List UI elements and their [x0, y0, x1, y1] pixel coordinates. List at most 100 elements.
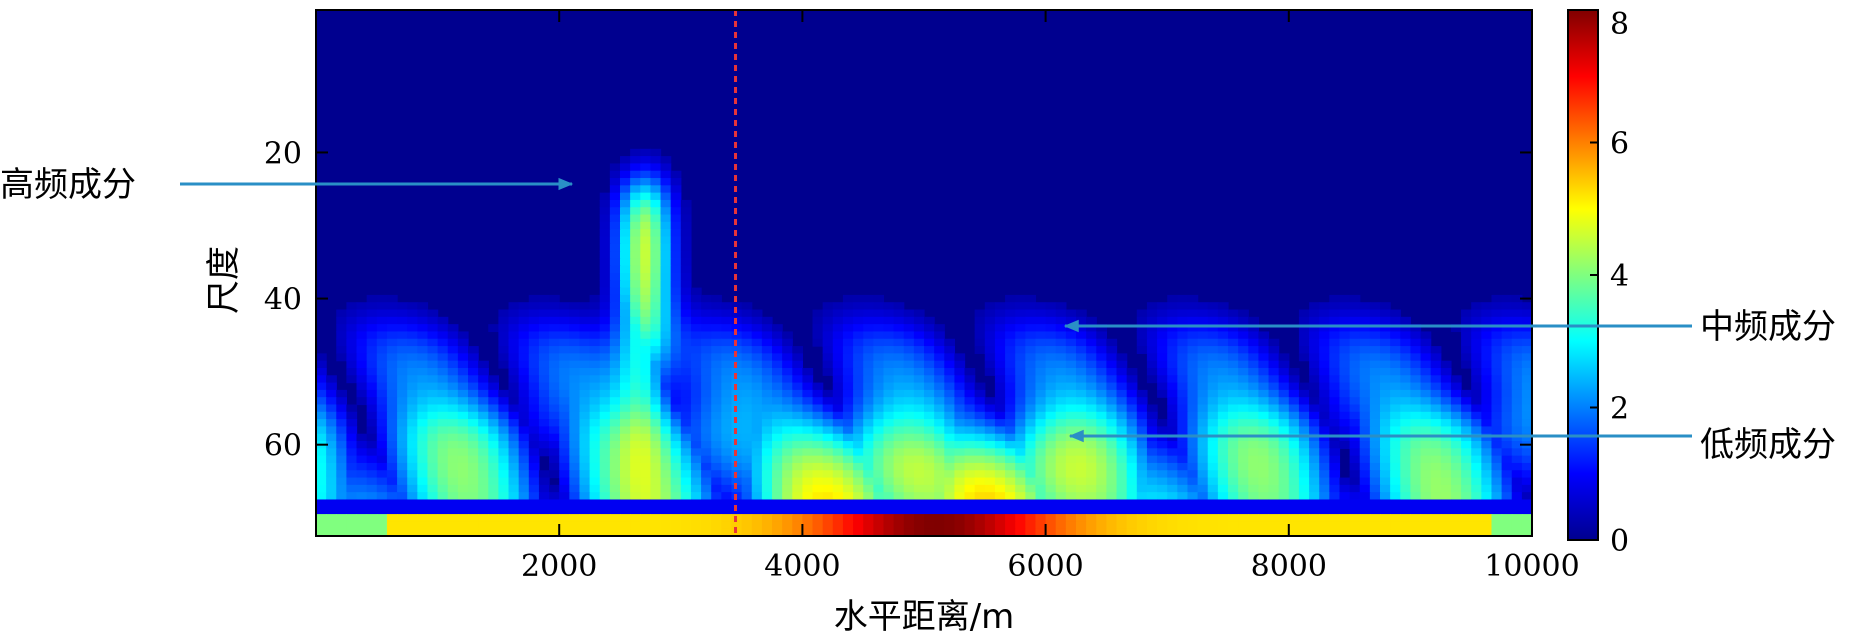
heatmap-cell [1369, 521, 1381, 530]
heatmap-cell [1511, 462, 1523, 471]
heatmap-cell [407, 477, 418, 486]
heatmap-cell [1136, 455, 1148, 464]
heatmap-cell [579, 382, 591, 391]
heatmap-cell [356, 521, 368, 530]
heatmap-cell [640, 251, 651, 259]
heatmap-cell [670, 470, 682, 479]
heatmap-cell [1309, 484, 1320, 493]
heatmap-cell [498, 309, 510, 318]
heatmap-cell [1217, 499, 1229, 508]
heatmap-cell [903, 499, 915, 508]
heatmap-cell [1521, 360, 1532, 369]
heatmap-cell [407, 375, 418, 384]
heatmap-cell [873, 506, 885, 515]
heatmap-cell [376, 389, 388, 398]
heatmap-cell [1359, 419, 1371, 428]
heatmap-cell [954, 528, 966, 536]
heatmap-cell [1005, 382, 1016, 391]
heatmap-cell [731, 389, 743, 398]
heatmap-cell [1116, 506, 1128, 515]
heatmap-cell [1096, 441, 1107, 449]
heatmap-cell [1319, 514, 1330, 522]
heatmap-cell [690, 302, 702, 311]
heatmap-cell [376, 419, 388, 428]
heatmap-cell [559, 506, 570, 515]
heatmap-cell [457, 426, 469, 435]
heatmap-cell [579, 419, 591, 428]
heatmap-cell [407, 382, 418, 391]
heatmap-cell [812, 382, 824, 391]
heatmap-cell [640, 273, 651, 281]
heatmap-cell [599, 214, 611, 223]
heatmap-cell [650, 499, 662, 508]
heatmap-cell [853, 455, 864, 464]
heatmap-cell [1086, 360, 1097, 369]
heatmap-cell [427, 382, 439, 391]
heatmap-cell [832, 324, 844, 333]
heatmap-cell [518, 309, 530, 318]
heatmap-cell [660, 462, 672, 471]
heatmap-cell [447, 492, 459, 501]
heatmap-cell [761, 375, 773, 384]
heatmap-cell [1420, 477, 1432, 486]
heatmap-cell [1420, 470, 1432, 479]
heatmap-cell [1086, 397, 1097, 406]
heatmap-cell [336, 499, 347, 508]
heatmap-cell [376, 484, 388, 493]
heatmap-cell [1217, 462, 1229, 471]
heatmap-cell [609, 375, 621, 384]
heatmap-cell [346, 448, 358, 457]
heatmap-cell [984, 346, 996, 354]
heatmap-cell [1369, 367, 1381, 376]
heatmap-cell [640, 404, 651, 413]
heatmap-cell [589, 316, 601, 325]
heatmap-cell [680, 251, 692, 259]
heatmap-cell [1197, 302, 1209, 311]
heatmap-cell [1450, 419, 1462, 428]
heatmap-cell [903, 470, 915, 479]
heatmap-cell [1197, 448, 1209, 457]
heatmap-cell [660, 324, 672, 333]
heatmap-cell [1157, 316, 1168, 325]
heatmap-cell [1359, 382, 1371, 391]
heatmap-cell [478, 433, 489, 442]
heatmap-cell [954, 404, 966, 413]
heatmap-cell [903, 338, 915, 347]
heatmap-cell [782, 492, 793, 501]
heatmap-cell [1045, 382, 1057, 391]
heatmap-cell [1410, 514, 1422, 522]
heatmap-cell [640, 229, 651, 238]
heatmap-cell [1065, 492, 1077, 501]
heatmap-cell [903, 426, 915, 435]
heatmap-cell [1055, 411, 1067, 420]
heatmap-cell [1015, 521, 1026, 530]
heatmap-cell [721, 492, 733, 501]
heatmap-cell [863, 331, 874, 340]
heatmap-cell [1390, 404, 1401, 413]
heatmap-cell [670, 346, 682, 354]
heatmap-cell [832, 484, 844, 493]
heatmap-cell [376, 316, 388, 325]
heatmap-cell [680, 221, 692, 230]
heatmap-cell [1076, 367, 1087, 376]
heatmap-cell [883, 367, 895, 376]
heatmap-cell [1369, 470, 1381, 479]
heatmap-cell [1309, 346, 1320, 354]
heatmap-cell [1126, 521, 1138, 530]
heatmap-cell [549, 309, 560, 318]
heatmap-cell [812, 404, 824, 413]
heatmap-cell [1410, 338, 1422, 347]
heatmap-cell [1076, 309, 1087, 318]
heatmap-cell [1045, 309, 1057, 318]
heatmap-cell [721, 302, 733, 311]
heatmap-cell [1167, 514, 1178, 522]
heatmap-cell [974, 419, 986, 428]
heatmap-cell [397, 506, 408, 515]
heatmap-cell [1430, 360, 1442, 369]
heatmap-cell [1309, 506, 1320, 515]
heatmap-cell [1491, 375, 1503, 384]
heatmap-cell [386, 514, 398, 522]
heatmap-cell [964, 382, 976, 391]
heatmap-cell [1086, 375, 1097, 384]
heatmap-cell [1055, 426, 1067, 435]
